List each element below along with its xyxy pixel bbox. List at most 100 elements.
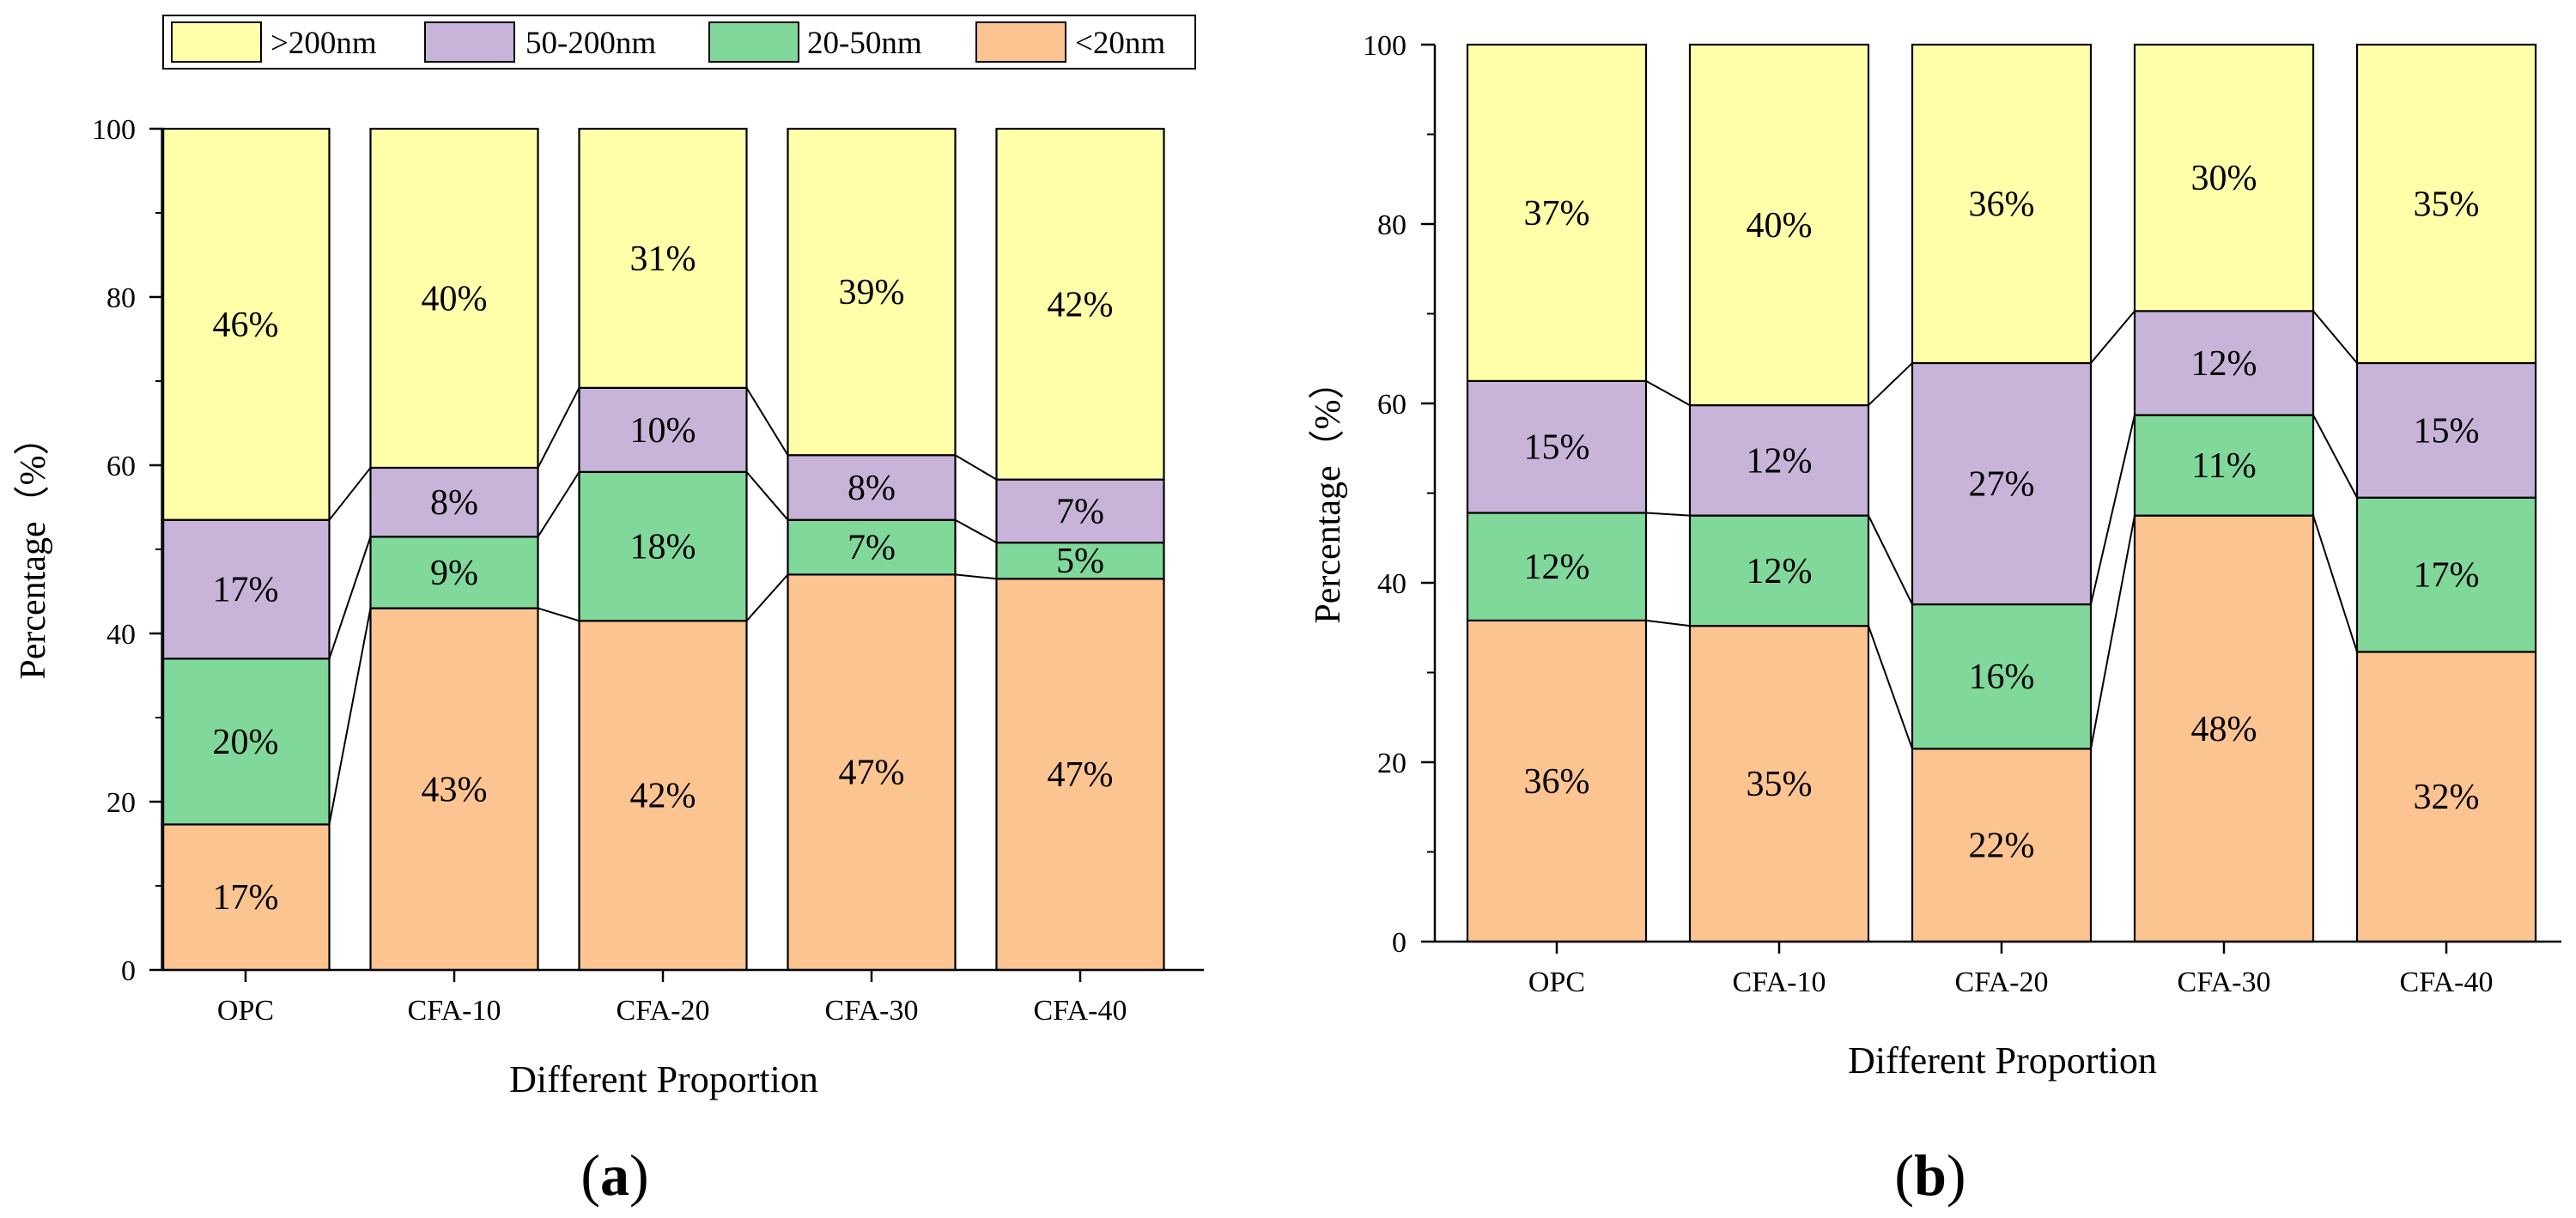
connector-line	[1645, 619, 1691, 627]
bar-200nm-cfa-10	[1688, 43, 1870, 407]
bar-20-50nm-cfa-30	[2133, 414, 2315, 517]
panel-paren: )	[1947, 1142, 1966, 1208]
y-tick-label: 100	[1363, 30, 1406, 62]
bar-200nm-cfa-20	[578, 127, 748, 389]
bar-20nm-cfa-10	[369, 607, 539, 972]
bar-20nm-opc	[161, 823, 331, 972]
connector-line	[2312, 310, 2358, 364]
data-label-20-50nm-cfa-30: 7%	[848, 529, 896, 568]
data-label-20-50nm-cfa-20: 16%	[1969, 657, 2035, 697]
bar-50-200nm-cfa-20	[1911, 361, 2093, 606]
y-axis-title: Percentage（%）	[14, 419, 53, 679]
legend-item-200nm: >200nm	[171, 21, 377, 63]
data-label-200nm-cfa-20: 36%	[1969, 185, 2035, 224]
data-label-50-200nm-opc: 15%	[1524, 428, 1590, 468]
legend-label: 20-50nm	[807, 26, 922, 61]
y-tick-label: 20	[106, 787, 136, 819]
y-tick-label: 40	[1377, 568, 1406, 600]
y-tick-label: 40	[106, 619, 136, 651]
legend-label: >200nm	[270, 26, 377, 61]
y-tick-label: 100	[92, 114, 136, 146]
y-tick-label: 0	[121, 955, 136, 987]
bar-200nm-cfa-10	[369, 127, 539, 470]
bar-200nm-opc	[1466, 43, 1648, 382]
bar-20-50nm-cfa-40	[995, 542, 1165, 580]
legend-swatch	[708, 21, 799, 63]
bar-50-200nm-cfa-40	[2355, 361, 2537, 499]
bar-20nm-cfa-30	[2133, 514, 2315, 943]
bar-20-50nm-cfa-30	[787, 518, 957, 576]
data-labels: 36% 12% 15% 37% 35% 12% 12% 40% 22% 16% 27% 36% 48% 1…	[1524, 159, 2480, 865]
bar-20nm-cfa-30	[787, 573, 957, 972]
data-label-50-200nm-cfa-40: 15%	[2414, 411, 2480, 451]
panel-label: (a)	[580, 1142, 648, 1208]
data-label-20nm-opc: 17%	[213, 878, 279, 918]
bar-50-200nm-cfa-30	[2133, 310, 2315, 416]
bar-20-50nm-cfa-40	[2355, 496, 2537, 653]
connector-line	[1645, 512, 1691, 517]
data-label-200nm-cfa-10: 40%	[1747, 206, 1813, 245]
bar-20nm-cfa-40	[995, 578, 1165, 972]
axes: 0 20 40 60 80 100 OPC CFA-10 CFA-20 CFA-30 CFA-40	[92, 114, 1204, 1027]
panel-paren: )	[629, 1142, 649, 1208]
data-label-50-200nm-opc: 17%	[213, 571, 279, 610]
data-label-200nm-cfa-40: 42%	[1048, 285, 1114, 324]
chart-panel-a: 17% 20% 17% 46% 43% 9% 8% 40% 42% 18% 10% 31% 47% 7% 8…	[14, 114, 1204, 1208]
y-tick-label: 60	[106, 451, 136, 482]
connector-line	[1645, 379, 1691, 406]
data-label-50-200nm-cfa-40: 7%	[1056, 492, 1104, 531]
x-tick-label-opc: OPC	[1528, 967, 1585, 998]
data-label-20-50nm-cfa-30: 11%	[2191, 446, 2256, 486]
connector-line	[2090, 515, 2136, 749]
data-label-20-50nm-cfa-20: 18%	[630, 528, 696, 567]
connector-line	[2090, 415, 2136, 605]
x-tick-label-cfa-40: CFA-40	[1034, 995, 1127, 1027]
data-label-20-50nm-cfa-40: 17%	[2414, 556, 2480, 596]
legend-item-20nm: <20nm	[975, 21, 1165, 63]
bar-20-50nm-opc	[161, 657, 331, 826]
legend-label: <20nm	[1075, 26, 1165, 61]
bar-20nm-cfa-20	[1911, 748, 2093, 943]
data-label-200nm-cfa-20: 31%	[630, 239, 696, 279]
legend-swatch	[975, 21, 1066, 63]
data-label-20nm-cfa-20: 22%	[1969, 827, 2035, 866]
bar-20nm-cfa-40	[2355, 651, 2537, 943]
bar-20-50nm-cfa-20	[578, 470, 748, 622]
bar-20-50nm-opc	[1466, 512, 1648, 621]
connector-line	[328, 536, 372, 659]
bar-200nm-cfa-30	[2133, 43, 2315, 312]
connector-line	[1868, 362, 1913, 406]
y-tick-label: 20	[1377, 748, 1406, 779]
x-tick-label-cfa-40: CFA-40	[2400, 967, 2494, 998]
data-label-200nm-opc: 37%	[1524, 194, 1590, 233]
bars	[161, 127, 1165, 972]
bars	[1466, 43, 2537, 943]
bar-20-50nm-cfa-10	[369, 536, 539, 609]
panel-paren: (	[1894, 1142, 1914, 1208]
data-label-20nm-cfa-30: 47%	[839, 754, 905, 793]
y-tick-label: 80	[1377, 209, 1406, 241]
y-axis-title: Percentage（%）	[1309, 363, 1348, 623]
x-tick-label-cfa-10: CFA-10	[408, 995, 501, 1027]
y-tick-label: 0	[1392, 927, 1406, 959]
data-label-20-50nm-cfa-10: 12%	[1747, 552, 1813, 591]
bar-20nm-cfa-10	[1688, 625, 1870, 943]
chart-panel-b: 36% 12% 15% 37% 35% 12% 12% 40% 22% 16% 27% 36% 48% 1…	[1309, 30, 2561, 1208]
x-tick-label-opc: OPC	[217, 995, 274, 1027]
legend-label: 50-200nm	[526, 26, 656, 61]
data-label-200nm-cfa-40: 35%	[2414, 185, 2480, 224]
connector-line	[538, 607, 580, 622]
bar-200nm-cfa-30	[787, 127, 957, 457]
legend: >200nm 50-200nm 20-50nm <20nm	[162, 15, 1196, 70]
y-tick-label: 80	[106, 282, 136, 314]
data-label-20-50nm-cfa-40: 5%	[1056, 542, 1104, 581]
connector-line	[955, 573, 997, 580]
connector-line	[328, 467, 372, 521]
connector-line	[745, 573, 789, 621]
data-label-20nm-cfa-40: 47%	[1048, 755, 1114, 795]
legend-item-50-200nm: 50-200nm	[424, 21, 656, 63]
bar-50-200nm-opc	[161, 518, 331, 660]
connector-line	[1868, 625, 1913, 749]
data-label-20nm-opc: 36%	[1524, 762, 1590, 802]
